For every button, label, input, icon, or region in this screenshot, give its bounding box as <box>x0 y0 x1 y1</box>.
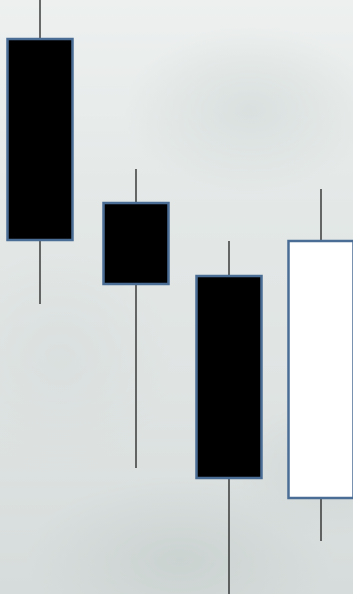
candle-4-body <box>287 239 353 500</box>
candle-1-body <box>6 37 74 242</box>
candle-2-body <box>102 201 170 286</box>
candle-3-body <box>195 274 263 480</box>
